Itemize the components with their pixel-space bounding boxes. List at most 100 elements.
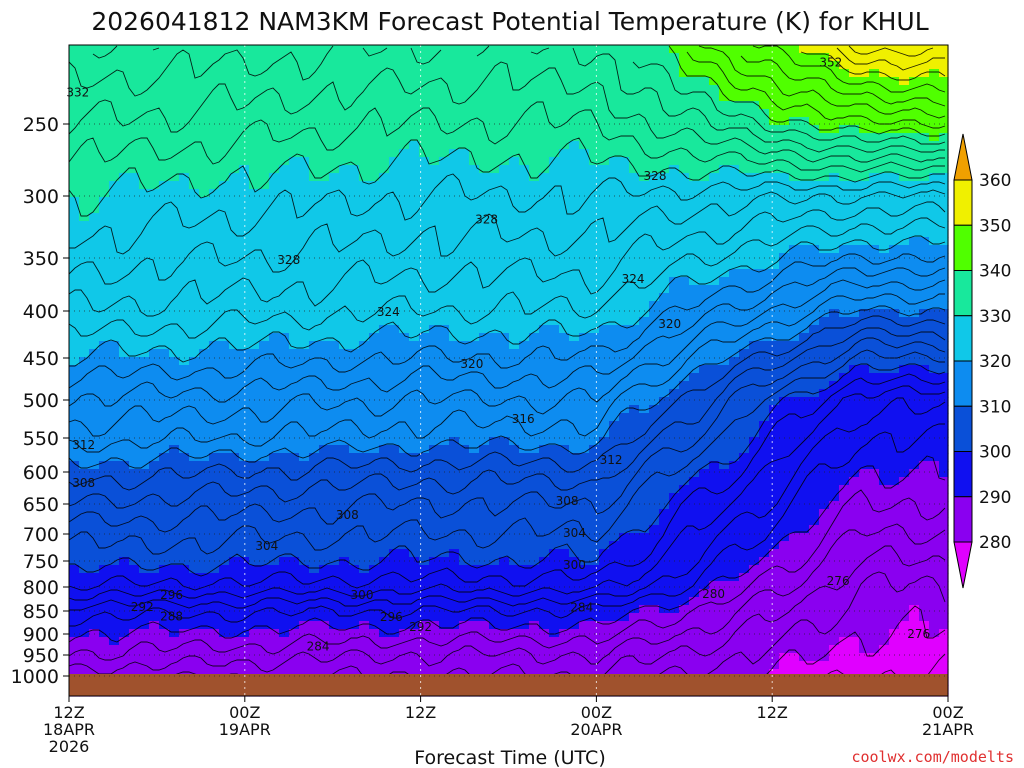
theta-cell xyxy=(619,365,630,374)
theta-cell xyxy=(449,525,460,534)
theta-cell xyxy=(89,445,100,454)
theta-cell xyxy=(559,405,570,414)
theta-cell xyxy=(479,501,490,510)
theta-cell xyxy=(199,109,210,118)
theta-cell xyxy=(379,573,390,582)
theta-cell xyxy=(109,389,120,398)
theta-cell xyxy=(429,517,440,526)
theta-cell xyxy=(649,341,660,350)
theta-cell xyxy=(419,629,430,638)
theta-cell xyxy=(539,613,550,622)
theta-cell xyxy=(249,653,260,662)
theta-cell xyxy=(349,101,360,110)
theta-cell xyxy=(139,69,150,78)
theta-cell xyxy=(409,173,420,182)
theta-cell xyxy=(629,549,640,558)
theta-cell xyxy=(499,109,510,118)
theta-cell xyxy=(419,365,430,374)
theta-cell xyxy=(569,445,580,454)
theta-cell xyxy=(369,133,380,142)
theta-cell xyxy=(79,461,90,470)
theta-cell xyxy=(409,285,420,294)
theta-cell xyxy=(229,453,240,462)
theta-cell xyxy=(219,237,230,246)
theta-cell xyxy=(359,149,370,158)
theta-cell xyxy=(119,269,130,278)
theta-cell xyxy=(669,69,680,78)
theta-cell xyxy=(419,173,430,182)
theta-cell xyxy=(179,285,190,294)
theta-cell xyxy=(239,621,250,630)
theta-cell xyxy=(669,325,680,334)
theta-cell xyxy=(219,285,230,294)
theta-cell xyxy=(469,525,480,534)
theta-cell xyxy=(279,517,290,526)
theta-cell xyxy=(349,501,360,510)
theta-cell xyxy=(339,637,350,646)
theta-cell xyxy=(359,181,370,190)
theta-cell xyxy=(319,597,330,606)
theta-cell xyxy=(519,317,530,326)
theta-cell xyxy=(189,645,200,654)
theta-cell xyxy=(289,645,300,654)
theta-cell xyxy=(229,413,240,422)
theta-cell xyxy=(499,373,510,382)
theta-cell xyxy=(389,365,400,374)
theta-cell xyxy=(279,653,290,662)
theta-cell xyxy=(489,565,500,574)
theta-cell xyxy=(669,293,680,302)
theta-cell xyxy=(229,213,240,222)
theta-cell xyxy=(539,85,550,94)
theta-cell xyxy=(569,293,580,302)
theta-cell xyxy=(569,357,580,366)
theta-cell xyxy=(129,349,140,358)
theta-cell xyxy=(519,213,530,222)
theta-cell xyxy=(609,629,620,638)
theta-cell xyxy=(219,197,230,206)
theta-cell xyxy=(259,501,270,510)
theta-cell xyxy=(599,581,610,590)
theta-cell xyxy=(449,213,460,222)
theta-cell xyxy=(199,509,210,518)
theta-cell xyxy=(69,549,80,558)
theta-cell xyxy=(659,109,670,118)
theta-cell xyxy=(589,413,600,422)
theta-cell xyxy=(169,629,180,638)
theta-cell xyxy=(319,389,330,398)
theta-cell xyxy=(89,541,100,550)
theta-cell xyxy=(539,405,550,414)
theta-cell xyxy=(409,421,420,430)
theta-cell xyxy=(359,349,370,358)
theta-cell xyxy=(539,573,550,582)
theta-cell xyxy=(519,165,530,174)
theta-cell xyxy=(639,333,650,342)
theta-cell xyxy=(669,205,680,214)
theta-cell xyxy=(169,421,180,430)
theta-cell xyxy=(659,661,670,670)
theta-cell xyxy=(299,149,310,158)
theta-cell xyxy=(599,309,610,318)
theta-cell xyxy=(349,549,360,558)
theta-cell xyxy=(589,509,600,518)
theta-cell xyxy=(449,309,460,318)
theta-cell xyxy=(329,149,340,158)
theta-cell xyxy=(639,341,650,350)
theta-cell xyxy=(109,197,120,206)
theta-cell xyxy=(459,365,470,374)
theta-cell xyxy=(539,253,550,262)
theta-cell xyxy=(469,293,480,302)
theta-cell xyxy=(629,85,640,94)
theta-cell xyxy=(609,485,620,494)
theta-cell xyxy=(669,253,680,262)
theta-cell xyxy=(599,477,610,486)
theta-cell xyxy=(209,661,220,670)
theta-cell xyxy=(179,397,190,406)
theta-cell xyxy=(259,149,270,158)
theta-cell xyxy=(339,229,350,238)
theta-cell xyxy=(119,453,130,462)
theta-cell xyxy=(419,645,430,654)
theta-cell xyxy=(639,381,650,390)
theta-cell xyxy=(389,93,400,102)
theta-cell xyxy=(489,69,500,78)
theta-cell xyxy=(89,205,100,214)
